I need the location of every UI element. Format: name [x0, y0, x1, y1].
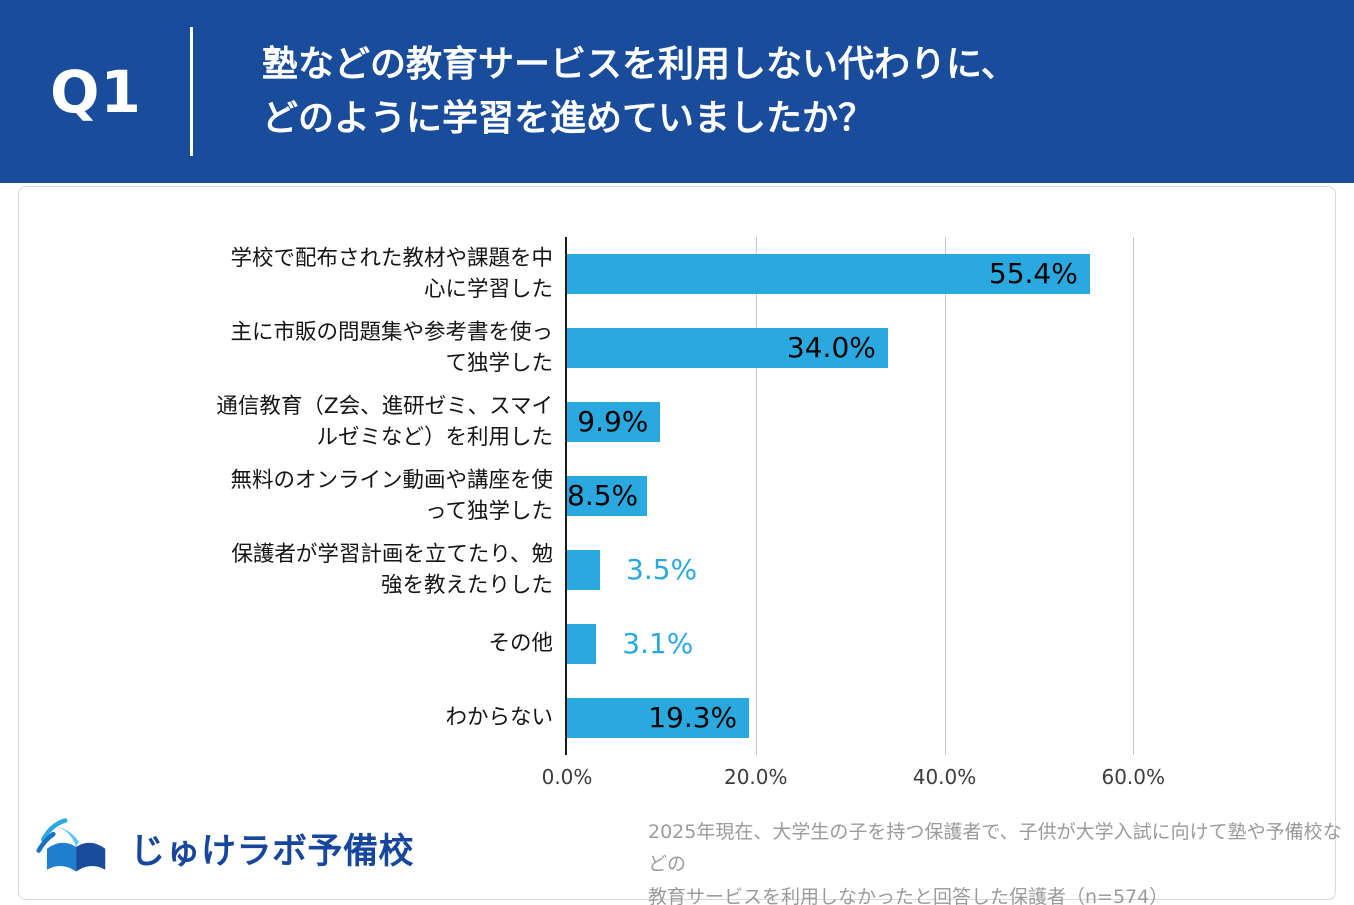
value-label: 19.3% — [648, 701, 738, 734]
category-label: 通信教育（Z会、進研ゼミ、スマイ ルゼミなど）を利用した — [216, 393, 553, 450]
gridline — [1133, 237, 1135, 755]
chart-card — [18, 186, 1336, 900]
value-label: 8.5% — [567, 479, 639, 512]
bar-4 — [567, 476, 648, 516]
value-label: 55.4% — [988, 257, 1078, 290]
gridline — [755, 237, 757, 755]
jukelab-logo-icon — [36, 814, 118, 882]
category-labels: 学校で配布された教材や課題を中 心に学習した 主に市販の問題集や参考書を使っ て独… — [30, 237, 553, 755]
category-label: わからない — [445, 705, 553, 731]
category-label: 保護者が学習計画を立てたり、勉 強を教えたりした — [231, 541, 553, 598]
bar-6 — [567, 624, 597, 664]
bar-7 — [567, 698, 750, 738]
bar-1 — [567, 254, 1090, 294]
value-label: 34.0% — [786, 331, 876, 364]
bar-5 — [567, 550, 601, 590]
plot-area: 0.0% 20.0% 40.0% 60.0% 55.4% 34.0% 9.9% 8.5% 3.5… — [542, 237, 1322, 789]
footer-logo: じゅけラボ予備校 — [36, 808, 414, 888]
survey-note: 2025年現在、大学生の子を持つ保護者で、子供が大学入試に向けて塾や予備校などの… — [648, 821, 1342, 905]
bar-3 — [567, 402, 661, 442]
value-label: 3.1% — [622, 627, 694, 660]
header: Q1 塾などの教育サービスを利用しない代わりに、 どのように学習を進めていました… — [0, 0, 1354, 183]
category-label: その他 — [488, 631, 553, 657]
question-number: Q1 — [50, 57, 142, 126]
category-label: 無料のオンライン動画や講座を使 って独学した — [230, 467, 553, 524]
gridline — [944, 237, 946, 755]
x-tick-label: 0.0% — [541, 765, 593, 789]
x-tick-label: 60.0% — [1101, 765, 1166, 789]
x-tick-label: 40.0% — [912, 765, 977, 789]
logo-text: じゅけラボ予備校 — [130, 831, 415, 872]
category-label: 学校で配布された教材や課題を中 心に学習した — [230, 245, 553, 302]
bar-2 — [567, 328, 888, 368]
value-label: 3.5% — [626, 553, 698, 586]
category-label: 主に市販の問題集や参考書を使っ て独学した — [230, 319, 553, 376]
x-tick-label: 20.0% — [723, 765, 788, 789]
value-label: 9.9% — [577, 405, 649, 438]
page-title: 塾などの教育サービスを利用しない代わりに、 どのように学習を進めていましたか？ — [262, 43, 1017, 139]
header-divider — [190, 27, 193, 156]
